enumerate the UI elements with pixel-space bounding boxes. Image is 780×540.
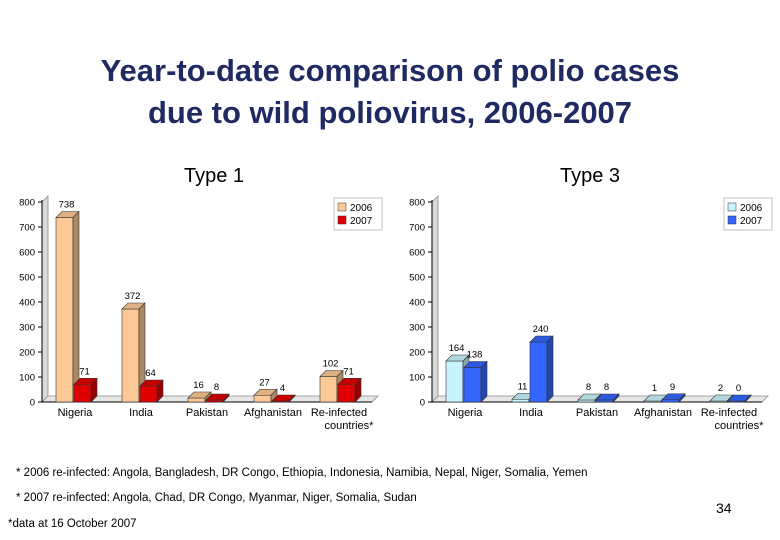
type1-side-wall: [41, 195, 49, 403]
type3-bar-2007-nigeria: [463, 360, 488, 403]
type3-bar-2006-india-value-label: 11: [518, 381, 528, 392]
type3-bar-2006-afghanistan-value-label: 1: [652, 383, 657, 394]
type1-category-label-re-infected-countries-line2: countries*: [325, 420, 375, 432]
type1-y-tick-label-600: 600: [19, 248, 35, 259]
footnote-2006-reinfected: * 2006 re-infected: Angola, Bangladesh, …: [16, 467, 588, 479]
type1-legend-swatch-2007: [337, 215, 347, 225]
type3-chart-title: Type 3: [559, 165, 621, 187]
type1-category-label-re-infected-countries: Re-infected: [311, 407, 367, 419]
type3-y-tick-label-700: 700: [409, 223, 425, 234]
type1-y-tick-label-800: 800: [19, 198, 35, 209]
type3-legend-label-2007: 2007: [740, 216, 763, 227]
type1-bar-2006-pakistan: [187, 391, 212, 403]
type1-bar-2006-india-value-label: 372: [125, 291, 141, 302]
type1-bar-2006-nigeria-value-label: 738: [59, 200, 75, 211]
type1-bar-2007-nigeria-value-label: 71: [79, 366, 90, 377]
type3-bar-2006-re-infected-countries-value-label: 2: [718, 383, 723, 394]
type3-bar-2006-pakistan-value-label: 8: [586, 382, 591, 393]
type3-y-tick-label-500: 500: [409, 273, 425, 284]
type1-legend-label-2006: 2006: [350, 203, 373, 214]
type1-bar-2006-afghanistan-value-label: 27: [259, 377, 270, 388]
type3-bar-2007-india-value-label: 240: [533, 324, 549, 335]
page-number: 34: [716, 500, 732, 516]
type3-category-label-nigeria: Nigeria: [448, 407, 484, 419]
footnote-data-date: *data at 16 October 2007: [8, 518, 137, 530]
type3-legend-label-2006: 2006: [740, 203, 763, 214]
type3-y-tick-label-600: 600: [409, 248, 425, 259]
type1-bar-2007-re-infected-countries: [337, 377, 362, 403]
type3-bar-2007-afghanistan-value-label: 9: [670, 382, 675, 393]
type3-y-tick-label-800: 800: [409, 198, 425, 209]
type3-bar-2007-afghanistan: [661, 393, 686, 403]
type3-bar-2007-re-infected-countries-value-label: 0: [736, 383, 741, 394]
type3-y-tick-label-300: 300: [409, 323, 425, 334]
type1-bar-2007-pakistan: [205, 393, 230, 403]
type3-category-label-re-infected-countries: Re-infected: [701, 407, 757, 419]
type1-category-label-afghanistan: Afghanistan: [244, 407, 302, 419]
type3-legend: 2006 2007: [723, 197, 773, 231]
type3-bar-2007-india: [529, 335, 554, 403]
type3-y-tick-label-400: 400: [409, 298, 425, 309]
type1-bar-2007-nigeria: [73, 377, 98, 403]
type3-bar-2007-nigeria-value-label: 138: [467, 350, 483, 361]
title-line-1: Year-to-date comparison of polio cases: [100, 53, 680, 88]
slide-title: Year-to-date comparison of polio cases d…: [0, 50, 780, 134]
type3-bar-2007-pakistan-value-label: 8: [604, 382, 609, 393]
type1-bar-2007-pakistan-value-label: 8: [214, 382, 219, 393]
type1-legend: 2006 2007: [333, 197, 383, 231]
type1-bar-2006-pakistan-value-label: 16: [193, 380, 204, 391]
type1-bar-2007-afghanistan: [271, 394, 296, 403]
type3-y-tick-label-200: 200: [409, 348, 425, 359]
type3-category-label-re-infected-countries-line2: countries*: [715, 420, 765, 432]
type3-category-label-india: India: [519, 407, 544, 419]
type3-legend-swatch-2006: [727, 202, 737, 212]
type3-category-label-pakistan: Pakistan: [576, 407, 618, 419]
type1-bar-2006-re-infected-countries-value-label: 102: [323, 359, 339, 370]
type3-side-wall: [431, 195, 439, 403]
type1-chart-title: Type 1: [183, 165, 245, 187]
type1-y-tick-label-100: 100: [19, 373, 35, 384]
type1-bar-2007-india: [139, 379, 164, 403]
type1-y-tick-label-0: 0: [30, 398, 35, 409]
type3-bar-2006-nigeria-value-label: 164: [449, 343, 465, 354]
type1-y-tick-label-400: 400: [19, 298, 35, 309]
type1-y-tick-label-200: 200: [19, 348, 35, 359]
type3-legend-swatch-2007: [727, 215, 737, 225]
type3-bar-2007-pakistan: [595, 393, 620, 403]
type3-y-tick-label-0: 0: [420, 398, 425, 409]
type1-y-tick-label-500: 500: [19, 273, 35, 284]
type1-bar-2007-re-infected-countries-value-label: 71: [343, 366, 354, 377]
type1-bar-2007-india-value-label: 64: [145, 368, 156, 379]
type1-legend-swatch-2006: [337, 202, 347, 212]
title-line-2: due to wild poliovirus, 2006-2007: [147, 95, 633, 130]
type1-y-tick-label-300: 300: [19, 323, 35, 334]
type1-bar-2007-afghanistan-value-label: 4: [280, 383, 285, 394]
type3-bar-chart: 0100200300400500600700800164138Nigeria11…: [409, 195, 773, 432]
type1-bar-2006-nigeria: [55, 210, 80, 403]
type3-y-tick-label-100: 100: [409, 373, 425, 384]
type1-legend-label-2007: 2007: [350, 216, 373, 227]
type1-category-label-india: India: [129, 407, 154, 419]
type3-category-label-afghanistan: Afghanistan: [634, 407, 692, 419]
type1-bar-chart: 0 100 200 300 400 500 600 700 800 738 71 Nigeria 372…: [19, 195, 383, 432]
type1-category-label-nigeria: Nigeria: [58, 407, 94, 419]
type1-category-label-pakistan: Pakistan: [186, 407, 228, 419]
footnote-2007-reinfected: * 2007 re-infected: Angola, Chad, DR Con…: [16, 492, 417, 504]
type1-y-tick-label-700: 700: [19, 223, 35, 234]
type3-bar-2007-re-infected-countries: [727, 394, 752, 403]
